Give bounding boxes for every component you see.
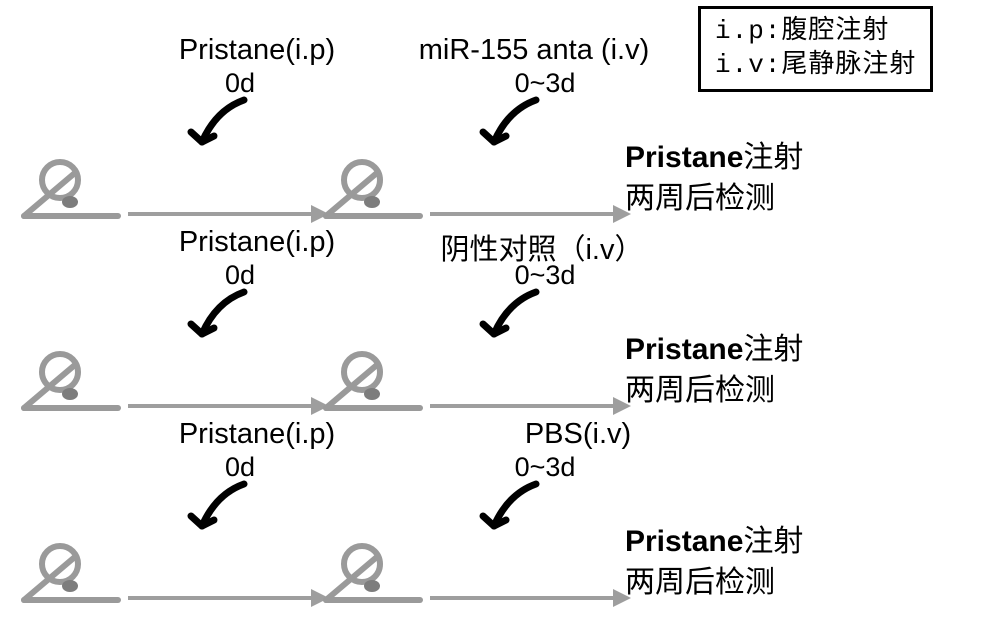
treatment-day: 0d [210, 452, 270, 483]
injection-arrow-icon [186, 96, 250, 155]
injection-arrow-icon [478, 480, 542, 539]
flow-arrow [430, 596, 615, 600]
mouse-icon [18, 334, 128, 414]
treatment-day: 0~3d [495, 452, 595, 483]
treatment-label: Pristane(i.p) [147, 226, 367, 259]
flow-arrow [430, 404, 615, 408]
injection-arrow-icon [186, 288, 250, 347]
experiment-row-1: Pristane(i.p)0d miR-155 anta (i.v)0~3d Pri… [0, 30, 1000, 220]
experiment-row-3: Pristane(i.p)0d PBS(i.v)0~3d Pristane注射两周后… [0, 414, 1000, 604]
injection-arrow-icon [478, 96, 542, 155]
treatment-label: miR-155 anta (i.v) [404, 34, 664, 67]
flow-arrow [128, 596, 313, 600]
treatment-day: 0d [210, 68, 270, 99]
flow-arrow [128, 404, 313, 408]
result-text: Pristane注射两周后检测 [625, 522, 803, 603]
experiment-row-2: Pristane(i.p)0d阴性对照（i.v）0~3dPristane注射两周… [0, 222, 1000, 412]
mouse-icon [320, 526, 430, 606]
result-text: Pristane注射两周后检测 [625, 330, 803, 411]
treatment-day: 0~3d [495, 68, 595, 99]
treatment-label: Pristane(i.p) [147, 418, 367, 451]
treatment-label: PBS(i.v) [478, 418, 678, 451]
flow-arrow [430, 212, 615, 216]
mouse-icon [320, 142, 430, 222]
mouse-icon [320, 334, 430, 414]
treatment-day: 0~3d [495, 260, 595, 291]
treatment-label: Pristane(i.p) [147, 34, 367, 67]
mouse-icon [18, 142, 128, 222]
flow-arrow [128, 212, 313, 216]
treatment-day: 0d [210, 260, 270, 291]
mouse-icon [18, 526, 128, 606]
injection-arrow-icon [186, 480, 250, 539]
injection-arrow-icon [478, 288, 542, 347]
diagram-canvas: i.p:腹腔注射 i.v:尾静脉注射 Pristane(i.p)0dmiR-15… [0, 0, 1000, 627]
result-text: Pristane注射两周后检测 [625, 138, 803, 219]
